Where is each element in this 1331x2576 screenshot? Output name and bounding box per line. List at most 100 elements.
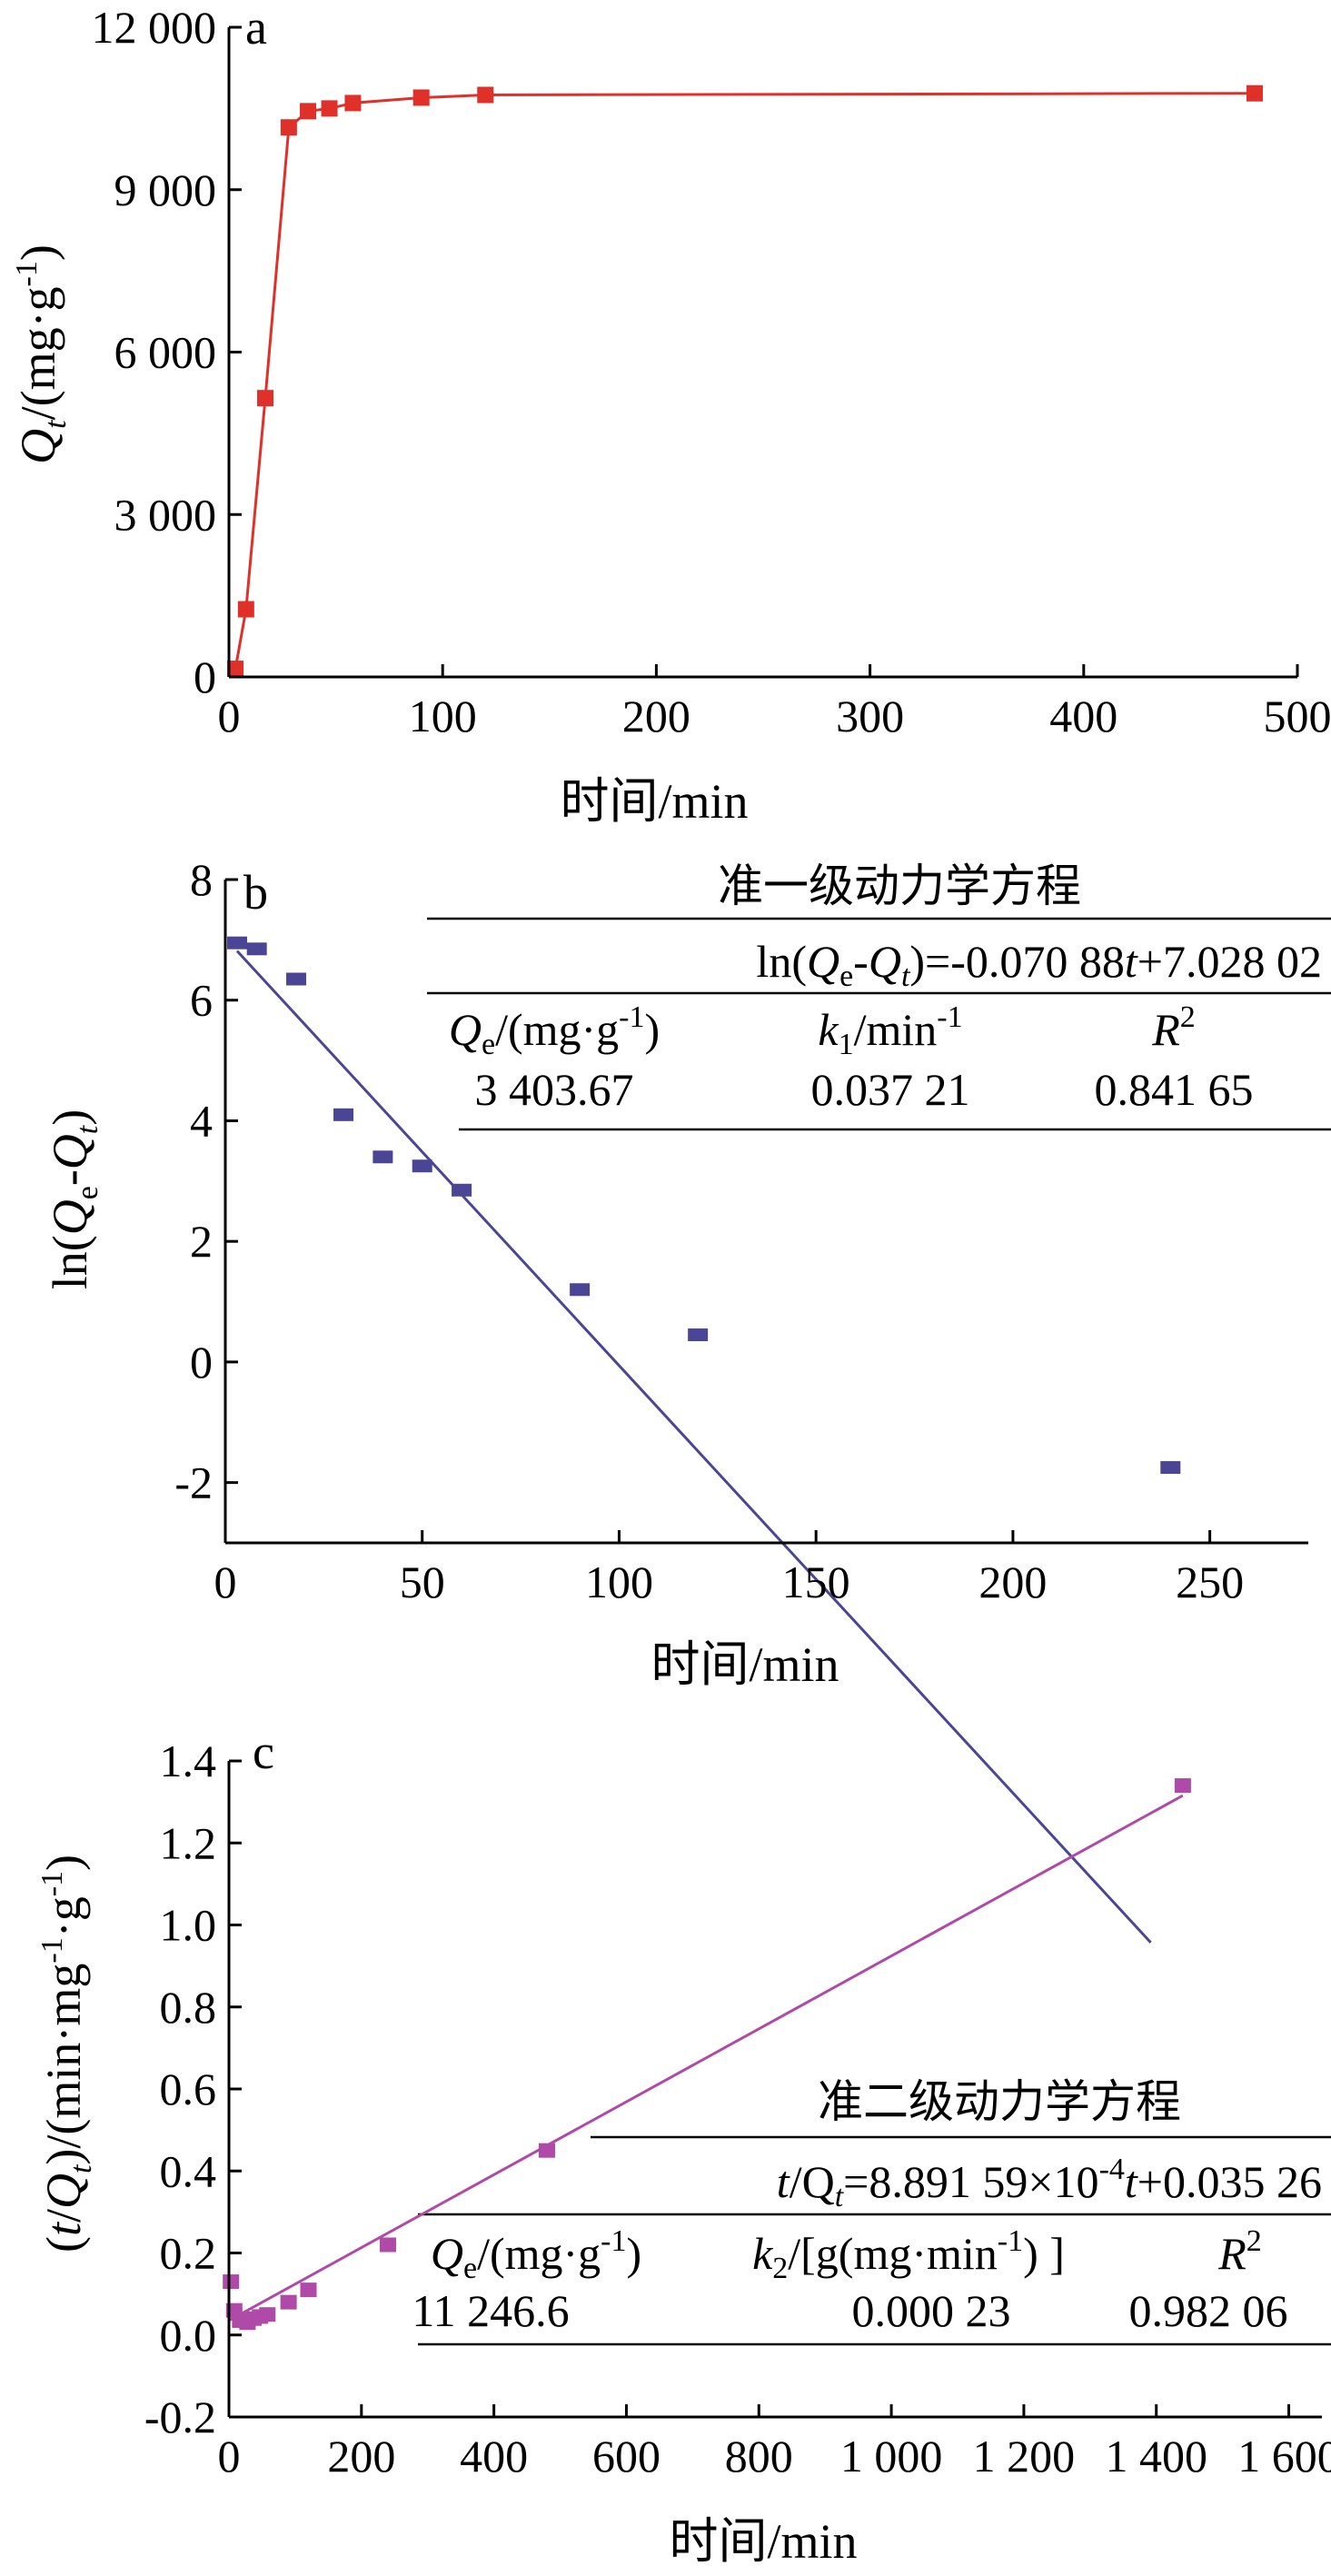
panel-a-letter: a (245, 0, 267, 55)
panel-b-fit-line (235, 950, 1152, 1944)
panel-a-y-label: Qt/(mg·g-1) (10, 244, 73, 464)
panel-c-y-tick-label: 0.8 (160, 1982, 217, 2033)
panel-c-data-point (280, 2294, 297, 2310)
panel-a-y-tick-label: 12 000 (92, 2, 217, 53)
panel-b-y-label: ln(Qe-Qt) (43, 1109, 104, 1290)
panel-c-y-tick-label: 0.2 (160, 2228, 217, 2279)
table-c-value-qe: 11 246.6 (412, 2285, 569, 2336)
panel-c-y-tick-label: 0.6 (160, 2064, 217, 2114)
panel-b-y-tick-label: -2 (174, 1457, 213, 1508)
table-b-header-qe: Qe/(mg·g-1) (449, 1000, 660, 1061)
panel-c-x-tick-label: 600 (592, 2431, 661, 2482)
panel-b-data-point (372, 1150, 393, 1164)
table-c-header-qe: Qe/(mg·g-1) (431, 2224, 641, 2285)
panel-b-y-tick-label: 4 (190, 1095, 213, 1146)
panel-c-y-tick-label: 0.0 (160, 2310, 217, 2361)
panel-a-x-tick-label: 500 (1264, 691, 1331, 741)
panel-a-data-point (256, 390, 273, 407)
panel-c-data-point (1174, 1778, 1191, 1794)
table-b-header-k1: k1/min-1 (818, 1000, 962, 1061)
panel-b-letter: b (243, 865, 268, 920)
panel-c-y-label: (t/Qt)/(min·mg-1·g-1) (35, 1855, 98, 2253)
panel-b-x-tick-label: 150 (782, 1557, 850, 1607)
table-b-title: 准一级动力学方程 (718, 860, 1081, 911)
panel-c-x-tick-label: 0 (218, 2431, 241, 2482)
table-b-header-r2: R2 (1151, 1000, 1196, 1055)
panel-c-y-tick-label: -0.2 (144, 2392, 216, 2442)
panel-a-y-tick-label: 0 (194, 651, 216, 702)
panel-a-y-tick-label: 3 000 (114, 489, 217, 540)
panel-b-x-tick-label: 200 (978, 1557, 1047, 1607)
panel-b-data-point (333, 1108, 354, 1121)
table-c-header-r2: R2 (1217, 2224, 1262, 2279)
panel-c-data-point (538, 2143, 555, 2158)
panel-b-x-tick-label: 100 (585, 1557, 653, 1607)
panel-c-x-tick-label: 1 200 (973, 2431, 1076, 2482)
panel-b-data-point (688, 1328, 709, 1342)
panel-b-x-label: 时间/min (651, 1637, 839, 1692)
panel-c-data-point (223, 2274, 240, 2290)
panel-b-y-tick-label: 2 (190, 1216, 213, 1267)
panel-b: b 准一级动力学方程 ln(Qe-Qt)=-0.070 88t+7.028 02… (43, 854, 1331, 1944)
panel-a-series-line (233, 92, 1256, 670)
panel-b-x-tick-label: 0 (214, 1557, 237, 1607)
panel-b-x-tick-label: 250 (1176, 1557, 1244, 1607)
panel-a-x-label: 时间/min (560, 774, 748, 829)
table-c-equation: t/Qt=8.891 59×10-4t+0.035 26 (777, 2153, 1322, 2213)
panel-a: a 0 100 200 300 400 500 0 3 000 6 000 9 000 12 000… (10, 0, 1331, 829)
panel-a-data-point (477, 86, 494, 104)
panel-a-data-point (237, 601, 254, 618)
panel-c-data-point (379, 2237, 396, 2253)
panel-c-y-tick-label: 1.2 (160, 1817, 217, 1868)
panel-b-data-point (1160, 1461, 1181, 1475)
panel-c-x-tick-label: 200 (327, 2431, 395, 2482)
panel-a-data-point (300, 103, 317, 120)
panel-b-data-point (452, 1183, 472, 1197)
panel-b-data-point (227, 936, 248, 950)
panel-a-x-tick-label: 100 (409, 691, 477, 741)
table-b-value-r2: 0.841 65 (1095, 1064, 1254, 1115)
panel-a-data-point (344, 94, 362, 112)
panel-b-x-tick-label: 50 (400, 1557, 445, 1607)
panel-c-data-point (259, 2307, 276, 2322)
panel-a-data-point (412, 89, 430, 106)
panel-a-x-tick-label: 0 (218, 691, 241, 741)
panel-a-x-tick-label: 400 (1049, 691, 1117, 741)
panel-c-letter: c (253, 1725, 274, 1779)
panel-c-data-point (300, 2283, 317, 2298)
panel-c-y-tick-label: 0.4 (160, 2145, 217, 2196)
panel-c-fit-line (228, 1794, 1184, 2322)
panel-a-data-point (280, 119, 297, 136)
panel-c-x-label: 时间/min (669, 2514, 857, 2569)
table-c-title: 准二级动力学方程 (818, 2076, 1181, 2127)
panel-b-y-tick-label: 8 (190, 854, 213, 905)
panel-a-x-tick-label: 300 (836, 691, 904, 741)
panel-a-x-tick-label: 200 (622, 691, 690, 741)
panel-c-x-tick-label: 1 400 (1105, 2431, 1207, 2482)
table-c-value-k2: 0.000 23 (852, 2285, 1011, 2336)
panel-a-y-tick-label: 6 000 (114, 327, 217, 378)
panel-a-data-point (321, 100, 338, 117)
panel-a-y-tick-label: 9 000 (114, 164, 217, 215)
panel-b-y-tick-label: 0 (190, 1337, 213, 1387)
table-c-value-r2: 0.982 06 (1129, 2285, 1288, 2336)
panel-c-x-tick-label: 1 600 (1237, 2431, 1331, 2482)
panel-c-y-tick-label: 1.0 (160, 1900, 217, 1951)
panel-b-y-tick-label: 6 (190, 975, 213, 1026)
panel-b-data-point (570, 1283, 591, 1297)
table-b-value-qe: 3 403.67 (475, 1064, 634, 1115)
table-b-value-k1: 0.037 21 (811, 1064, 970, 1115)
panel-b-data-point (412, 1159, 432, 1173)
panel-c-x-tick-label: 400 (460, 2431, 528, 2482)
panel-a-data-point (227, 661, 244, 678)
panel-a-data-point (1246, 85, 1263, 102)
table-c-header-k2: k2/[g(mg·min-1) ] (752, 2224, 1065, 2285)
panel-c-y-tick-label: 1.4 (160, 1736, 217, 1786)
panel-c: c 准二级动力学方程 t/Qt=8.891 59×10-4t+0.035 26 … (35, 1725, 1331, 2569)
panel-c-x-tick-label: 800 (725, 2431, 793, 2482)
panel-b-data-point (246, 942, 267, 956)
table-b-equation: ln(Qe-Qt)=-0.070 88t+7.028 02 (756, 936, 1322, 993)
panel-c-x-tick-label: 1 000 (840, 2431, 943, 2482)
panel-b-data-point (286, 972, 307, 986)
